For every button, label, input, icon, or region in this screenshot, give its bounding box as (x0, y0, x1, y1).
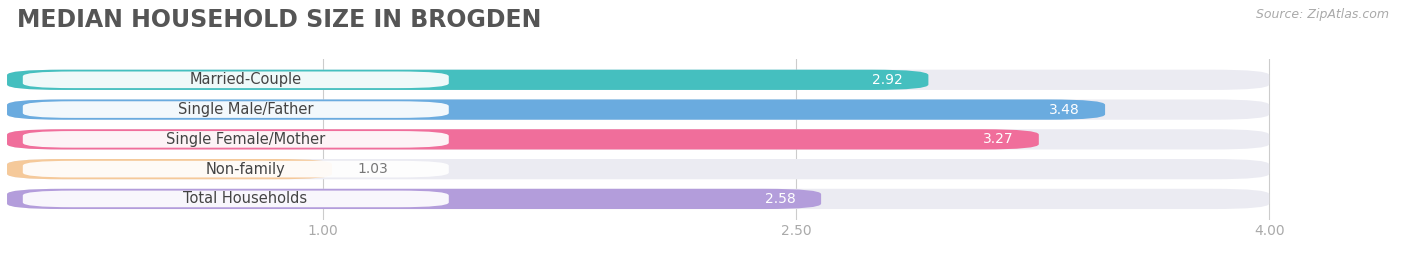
Text: Non-family: Non-family (205, 162, 285, 177)
Text: Total Households: Total Households (183, 191, 308, 206)
FancyBboxPatch shape (7, 159, 332, 179)
FancyBboxPatch shape (22, 72, 449, 88)
Text: Source: ZipAtlas.com: Source: ZipAtlas.com (1256, 8, 1389, 21)
FancyBboxPatch shape (22, 161, 449, 177)
Text: 1.03: 1.03 (357, 162, 388, 176)
Text: 2.58: 2.58 (765, 192, 796, 206)
FancyBboxPatch shape (7, 189, 1270, 209)
FancyBboxPatch shape (7, 99, 1270, 120)
FancyBboxPatch shape (7, 129, 1039, 150)
Text: Single Male/Father: Single Male/Father (177, 102, 314, 117)
FancyBboxPatch shape (22, 191, 449, 207)
FancyBboxPatch shape (7, 189, 821, 209)
FancyBboxPatch shape (7, 129, 1270, 150)
FancyBboxPatch shape (7, 70, 1270, 90)
Text: Married-Couple: Married-Couple (190, 72, 301, 87)
FancyBboxPatch shape (7, 99, 1105, 120)
Text: MEDIAN HOUSEHOLD SIZE IN BROGDEN: MEDIAN HOUSEHOLD SIZE IN BROGDEN (17, 8, 541, 32)
FancyBboxPatch shape (22, 101, 449, 118)
Text: Single Female/Mother: Single Female/Mother (166, 132, 325, 147)
FancyBboxPatch shape (22, 131, 449, 148)
FancyBboxPatch shape (7, 159, 1270, 179)
Text: 3.27: 3.27 (983, 132, 1014, 146)
Text: 3.48: 3.48 (1049, 103, 1080, 117)
FancyBboxPatch shape (7, 70, 928, 90)
Text: 2.92: 2.92 (872, 73, 903, 87)
